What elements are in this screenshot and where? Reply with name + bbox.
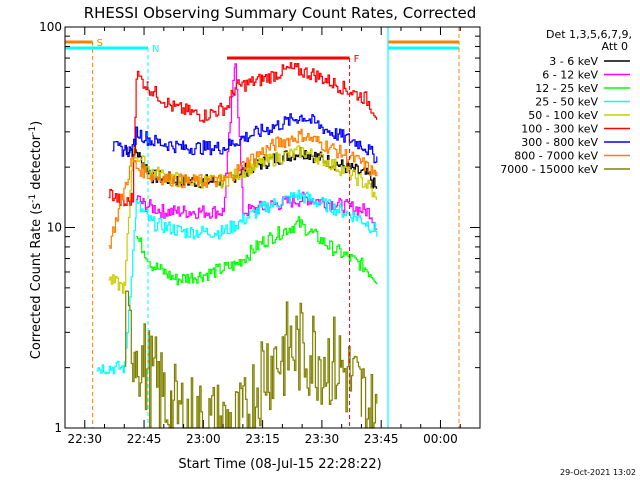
- x-tick-label-6: 23:45: [364, 432, 399, 446]
- annotation-label-f: F: [354, 54, 360, 65]
- legend-label-7: 300 - 800 keV: [521, 136, 598, 149]
- annotation-label-s: S: [97, 38, 103, 49]
- legend-label-9: 7000 - 15000 keV: [500, 163, 598, 176]
- chart-title: RHESSI Observing Summary Count Rates, Co…: [84, 4, 477, 22]
- series-line-3: [136, 216, 378, 286]
- annotation-label-n: N: [152, 44, 159, 55]
- series-line-7: [112, 113, 378, 164]
- y-axis-label: Corrected Count Rate (s-1 detector-1): [28, 121, 44, 359]
- y-tick-label-3: 100: [39, 20, 62, 34]
- detector-info-line-2: Att 0: [602, 40, 628, 53]
- legend-label-3: 12 - 25 keV: [535, 82, 598, 95]
- legend-label-1: 3 - 6 keV: [549, 55, 598, 68]
- annotation-layer: S N F: [65, 27, 460, 428]
- series-line-8: [108, 128, 378, 249]
- x-tick-label-1: 22:30: [67, 432, 102, 446]
- x-tick-label-3: 23:00: [186, 432, 221, 446]
- x-tick-label-2: 22:45: [127, 432, 162, 446]
- series-line-5: [108, 145, 378, 294]
- legend-label-4: 25 - 50 keV: [535, 96, 598, 109]
- x-axis-label: Start Time (08-Jul-15 22:28:22): [178, 457, 381, 472]
- series-line-2: [136, 63, 378, 230]
- x-tick-label-7: 00:00: [423, 432, 458, 446]
- x-tick-label-5: 23:30: [305, 432, 340, 446]
- series-line-4: [96, 189, 378, 375]
- footer-timestamp: 29-Oct-2021 13:02: [560, 468, 636, 477]
- y-tick-label-2: 10: [47, 221, 62, 235]
- legend-label-2: 6 - 12 keV: [542, 69, 598, 82]
- series-line-6: [108, 62, 378, 207]
- x-tick-label-4: 23:15: [245, 432, 280, 446]
- legend-label-6: 100 - 300 keV: [521, 123, 598, 136]
- detector-info-line-1: Det 1,3,5,6,7,9,: [546, 28, 632, 41]
- legend-label-8: 800 - 7000 keV: [514, 150, 598, 163]
- series-line-9: [124, 290, 378, 429]
- y-tick-label-1: 1: [54, 421, 62, 435]
- legend-label-5: 50 - 100 keV: [528, 109, 598, 122]
- series-layer: [96, 62, 378, 429]
- axis-layer: 22:30 22:45 23:00 23:15 23:30 23:45 00:00 1 10 10…: [39, 20, 481, 446]
